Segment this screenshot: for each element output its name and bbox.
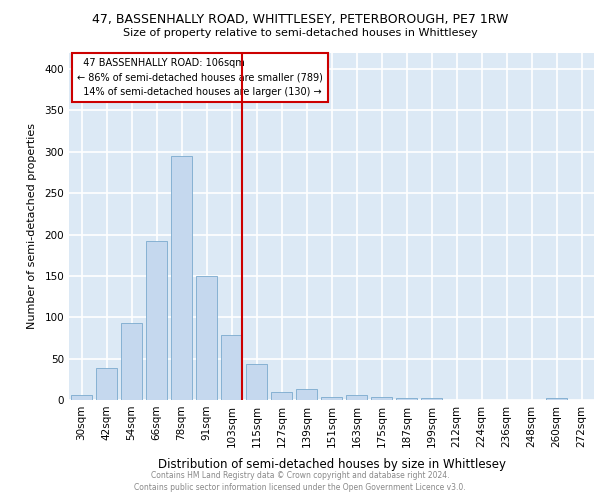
Bar [321, 396, 342, 400]
Bar [96, 368, 117, 400]
Bar [171, 156, 192, 400]
Bar [396, 398, 417, 400]
Text: 47 BASSENHALLY ROAD: 106sqm
← 86% of semi-detached houses are smaller (789)
  14: 47 BASSENHALLY ROAD: 106sqm ← 86% of sem… [77, 58, 323, 98]
Text: Size of property relative to semi-detached houses in Whittlesey: Size of property relative to semi-detach… [122, 28, 478, 38]
Bar [221, 336, 242, 400]
Bar [146, 241, 167, 400]
Bar [271, 392, 292, 400]
Text: 47, BASSENHALLY ROAD, WHITTLESEY, PETERBOROUGH, PE7 1RW: 47, BASSENHALLY ROAD, WHITTLESEY, PETERB… [92, 12, 508, 26]
Bar [296, 389, 317, 400]
Bar [346, 395, 367, 400]
Bar [71, 395, 92, 400]
Bar [196, 276, 217, 400]
Bar [421, 398, 442, 400]
Bar [246, 364, 267, 400]
X-axis label: Distribution of semi-detached houses by size in Whittlesey: Distribution of semi-detached houses by … [157, 458, 505, 471]
Bar [546, 398, 567, 400]
Bar [371, 396, 392, 400]
Text: Contains HM Land Registry data © Crown copyright and database right 2024.
Contai: Contains HM Land Registry data © Crown c… [134, 471, 466, 492]
Bar [121, 323, 142, 400]
Y-axis label: Number of semi-detached properties: Number of semi-detached properties [28, 123, 37, 329]
